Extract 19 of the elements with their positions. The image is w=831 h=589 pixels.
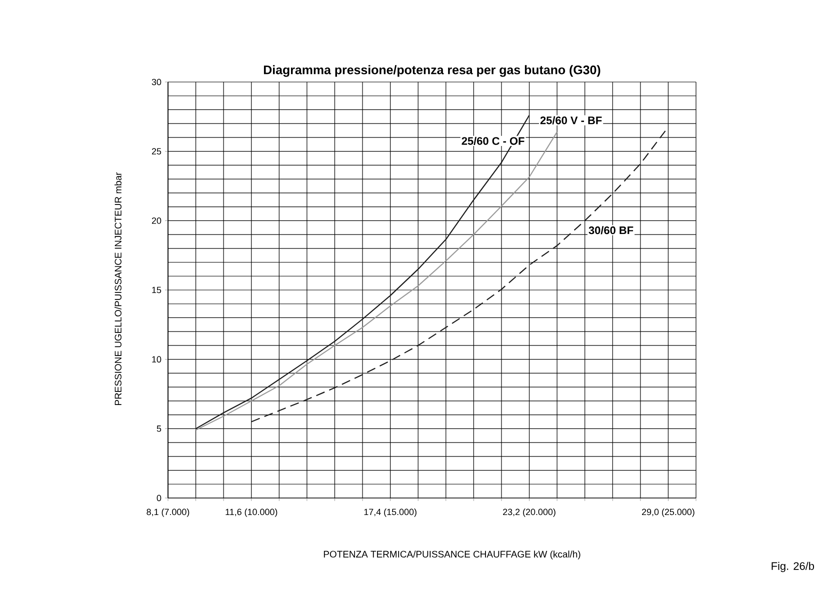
y-tick-label: 0 [156,494,162,502]
y-tick-label: 5 [156,426,162,432]
y-tick-label: 10 [152,356,162,363]
x-tick-label: 17,4 (15.000) [364,508,416,517]
caption: Fig. 26/b [772,562,814,572]
series-label: 30/60 BF [588,226,634,234]
x-tick-label: 23,2 (20.000) [503,508,556,517]
y-tick-label: 30 [152,78,162,86]
x-axis-title: POTENZA TERMICA/PUISSANCE CHAUFFAGE kW (kcal/h) [324,550,580,560]
y-tick-label: 20 [152,217,162,224]
x-tick-label: 11,6 (10.000) [226,508,278,517]
y-tick-label: 25 [152,148,162,155]
series-label: 25/60 C - OF [462,136,524,145]
x-tick-label: 29,0 (25.000) [642,508,694,517]
y-axis-title: PRESSIONE UGELLO/PUISSANCE INJECTEUR mbar [114,172,122,405]
y-tick-label: 15 [152,286,162,294]
chart-title: Diagramma pressione/potenza resa per gas butano (G30) [264,65,600,77]
x-tick-label: 8,1 (7.000) [146,508,190,517]
series-label: 25/60 V - BF [540,116,602,124]
